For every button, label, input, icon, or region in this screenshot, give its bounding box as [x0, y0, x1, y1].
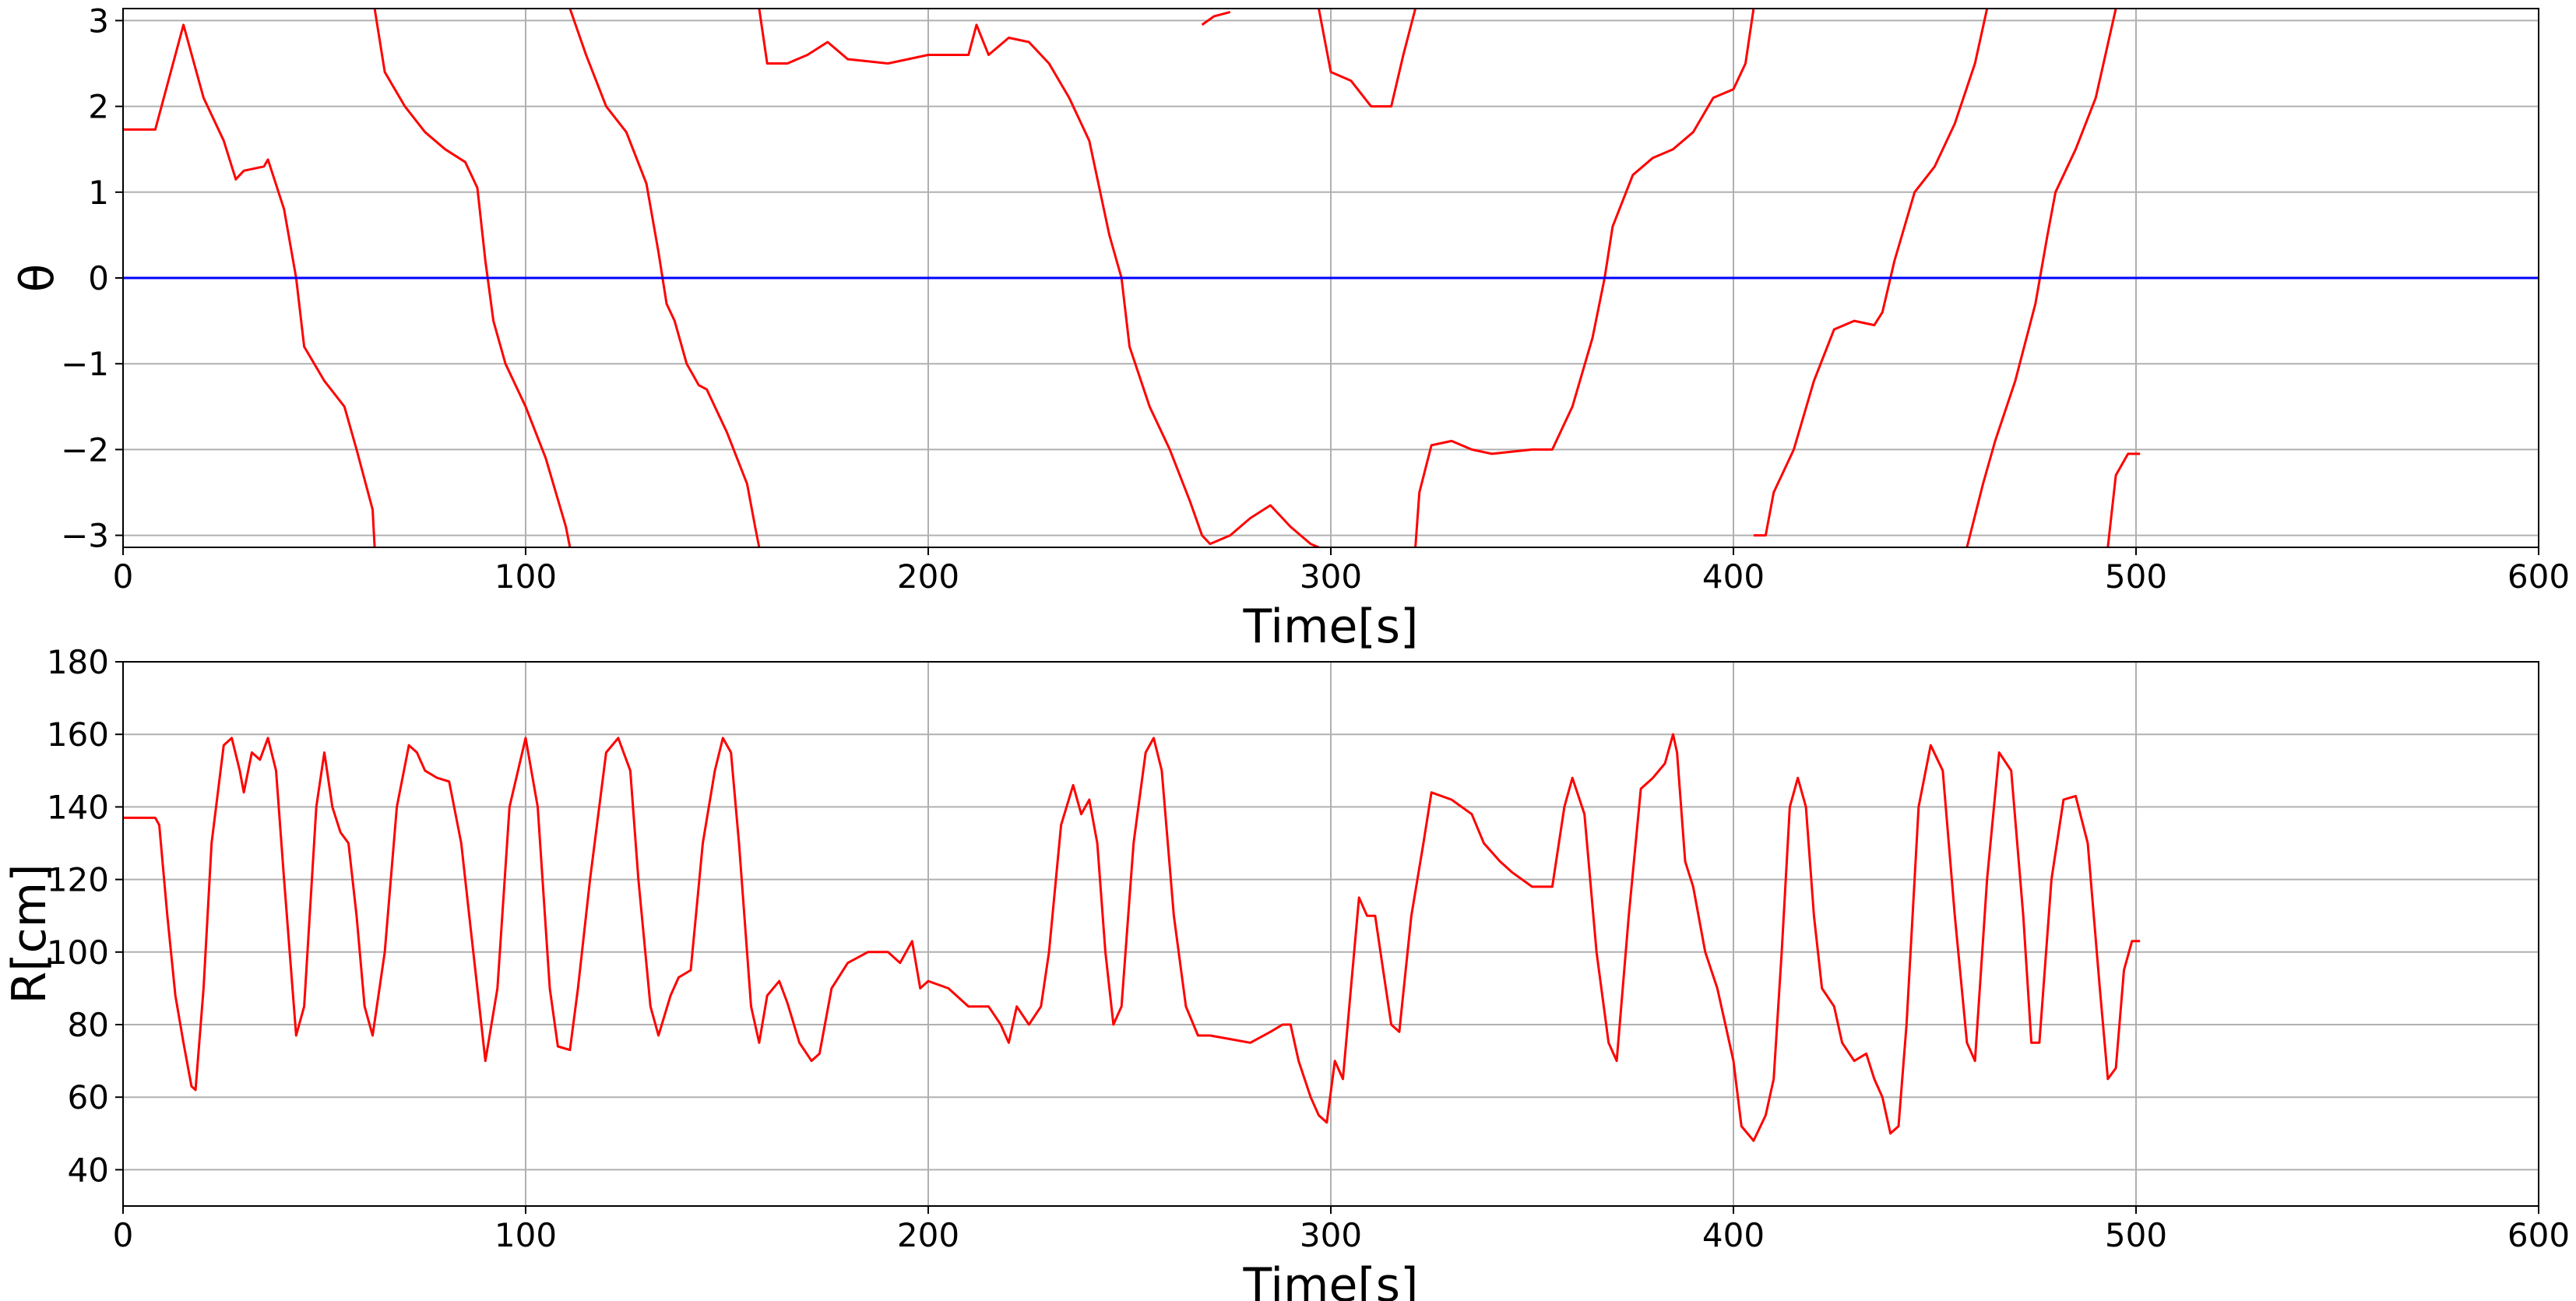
plot-frame [122, 8, 2539, 548]
plot-frame [122, 661, 2539, 1207]
y-tick-label: 3 [88, 2, 109, 40]
x-tick-label: 200 [897, 1216, 959, 1254]
data-line [123, 9, 2141, 547]
y-tick-label: 140 [47, 788, 109, 826]
y-tick-label: 160 [47, 716, 109, 754]
x-tick-label: 0 [113, 1216, 134, 1254]
x-tick-label: 300 [1300, 1216, 1362, 1254]
x-tick-label: 600 [2507, 557, 2570, 596]
y-tick-label: 100 [47, 934, 109, 972]
y-tick-label: −3 [61, 517, 109, 555]
x-tick-label: 100 [494, 1216, 557, 1254]
y-tick-label: 120 [47, 861, 109, 899]
y-tick-label: −1 [61, 345, 109, 383]
y-axis-label: θ [10, 264, 65, 293]
y-tick-label: 1 [88, 174, 109, 212]
x-tick-label: 400 [1702, 1216, 1765, 1254]
x-tick-label: 300 [1300, 557, 1362, 596]
y-tick-label: −2 [61, 431, 109, 469]
x-tick-label: 500 [2105, 1216, 2167, 1254]
y-tick-label: 80 [68, 1006, 109, 1044]
x-tick-label: 600 [2507, 1216, 2570, 1254]
y-tick-label: 40 [68, 1151, 109, 1189]
x-tick-label: 0 [113, 557, 134, 596]
data-line [1201, 10, 1231, 26]
subplot: 0 100 200 300 400 500 600 40 60 80 100 120 140 160 180… [2, 643, 2570, 1301]
x-tick-label: 400 [1702, 557, 1765, 596]
x-axis-label: Time[s] [1243, 600, 1419, 654]
y-tick-label: 0 [88, 259, 109, 297]
x-tick-label: 200 [897, 557, 959, 596]
x-tick-label: 100 [494, 557, 557, 596]
y-axis-label: R[cm] [2, 864, 57, 1004]
data-line [123, 733, 2141, 1142]
y-tick-label: 60 [68, 1078, 109, 1116]
x-axis-label: Time[s] [1243, 1258, 1419, 1301]
x-tick-label: 500 [2105, 557, 2167, 596]
y-tick-label: 180 [47, 643, 109, 681]
subplot: 0 100 200 300 400 500 600 −3 −2 −1 0 1 2 3 Time[s] θ [10, 2, 2570, 654]
y-tick-label: 2 [88, 88, 109, 126]
